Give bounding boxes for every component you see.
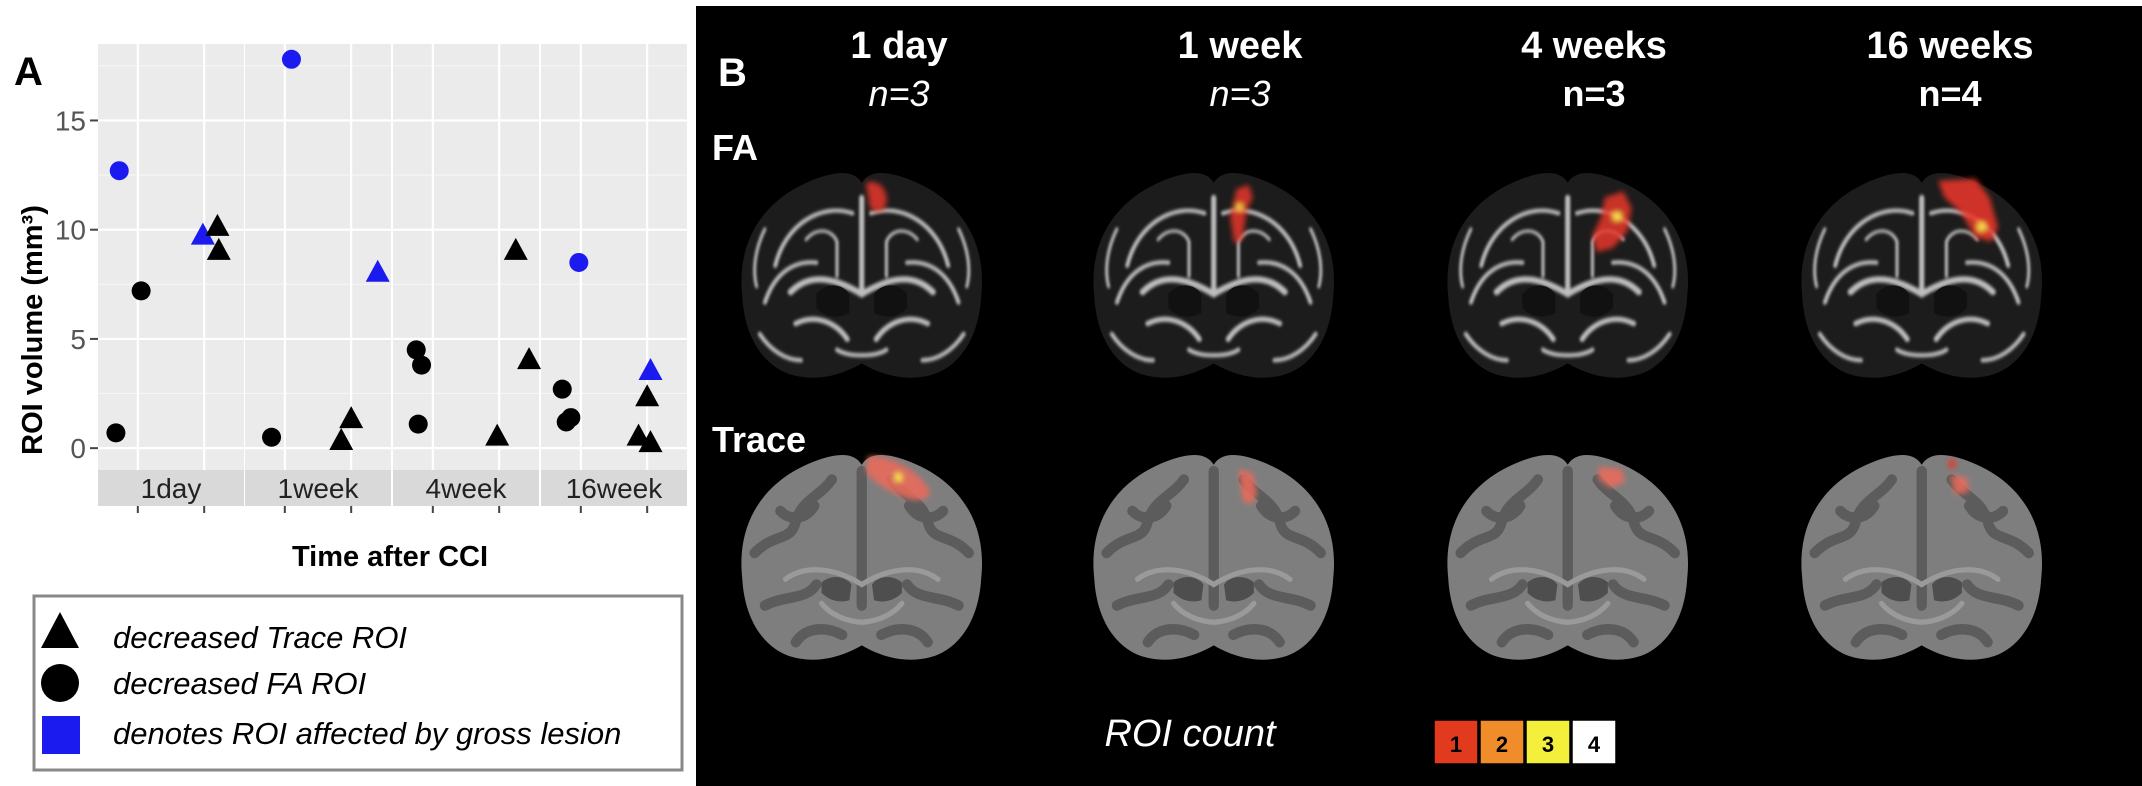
- column-header-1-week: 1 week n=3: [1178, 25, 1304, 114]
- row-label-fa: FA: [712, 127, 758, 168]
- trace-roi-point: [635, 384, 660, 407]
- trace-roi-point: [626, 423, 651, 446]
- column-n-4-weeks: n=3: [1562, 73, 1625, 114]
- trace-slice-1-day: [741, 455, 982, 660]
- column-title-1-day: 1 day: [850, 25, 947, 67]
- fa-slice-4-weeks: [1447, 173, 1688, 378]
- panel-b-figure: B 1 day n=3 1 week n=3 4 weeks n=3 16 we…: [712, 25, 2142, 765]
- fa-roi-point: [262, 427, 282, 447]
- y-tick-label: 10: [55, 215, 86, 246]
- fa-roi-point: [412, 355, 432, 375]
- y-tick-label: 5: [70, 324, 86, 355]
- fa-roi-point: [109, 161, 129, 181]
- y-tick-label: 0: [70, 433, 86, 464]
- fa-slice-16-weeks: [1801, 173, 2042, 378]
- trace-roi-point: [190, 222, 215, 245]
- fa-roi-point: [561, 408, 581, 428]
- trace-slice-16-weeks: [1801, 455, 2042, 660]
- roi-scale-value: 3: [1542, 732, 1554, 757]
- trace-roi-point: [638, 358, 663, 381]
- trace-overlay-1-day: [865, 456, 930, 501]
- fa-slice-1-day: [741, 173, 982, 378]
- legend-label-gross-lesion: denotes ROI affected by gross lesion: [113, 716, 621, 751]
- trace-roi-point: [503, 237, 528, 260]
- panel-b-background: [696, 6, 2142, 786]
- facet-strip-label: 1day: [141, 473, 202, 504]
- trace-roi-point: [517, 347, 542, 370]
- y-tick-label: 15: [55, 105, 86, 136]
- fa-roi-point: [406, 340, 426, 360]
- facet-strip-label: 16week: [566, 473, 664, 504]
- panel-b-label: B: [718, 51, 747, 95]
- fa-slice-1-week: [1093, 173, 1334, 378]
- column-title-16-weeks: 16 weeks: [1867, 25, 2034, 67]
- legend-triangle-icon: [41, 612, 79, 648]
- facet-strip-1day: [98, 470, 244, 506]
- facet-strip-1week: [245, 470, 391, 506]
- facet-strip-16week: [541, 470, 687, 506]
- fa-overlay-1-day: [865, 181, 887, 212]
- roi-scale-swatch-2: [1479, 719, 1525, 765]
- column-n-1-day: n=3: [868, 73, 929, 114]
- roi-scale-value: 4: [1588, 732, 1601, 757]
- roi-scale-swatch-4: [1571, 719, 1617, 765]
- legend-circle-icon: [41, 664, 79, 702]
- trace-roi-point: [206, 237, 231, 260]
- roi-scale-swatch-1: [1433, 719, 1479, 765]
- trace-roi-point: [329, 427, 354, 450]
- roi-count-scale: 1 2 3 4: [1433, 719, 1617, 765]
- trace-slice-1-week: [1093, 455, 1334, 660]
- trace-roi-point: [485, 423, 510, 446]
- column-header-4-weeks: 4 weeks n=3: [1521, 25, 1667, 114]
- facet-strip-label: 4week: [426, 473, 508, 504]
- trace-roi-point: [339, 406, 364, 429]
- legend-label-trace: decreased Trace ROI: [113, 620, 407, 655]
- panel-a-chart: A 1day 1week 4week 16week 0 5 10 15 ROI volume …: [14, 44, 687, 772]
- fa-roi-point: [131, 281, 151, 301]
- y-axis-label: ROI volume (mm³): [17, 205, 49, 455]
- legend-label-fa: decreased FA ROI: [113, 666, 367, 701]
- facet-strip-4week: [393, 470, 539, 506]
- column-title-4-weeks: 4 weeks: [1521, 25, 1667, 67]
- fa-overlay-1-week: [1230, 184, 1253, 244]
- legend-square-icon: [42, 716, 80, 754]
- facet-strip-label: 1week: [278, 473, 360, 504]
- facet-panel-1week: [245, 44, 391, 470]
- trace-roi-point: [205, 213, 230, 236]
- fa-roi-point: [281, 49, 301, 69]
- facet-panel-16week: [541, 44, 687, 470]
- trace-roi-point: [365, 259, 390, 282]
- trace-roi-point: [638, 430, 663, 453]
- column-n-16-weeks: n=4: [1918, 73, 1981, 114]
- legend-box: [32, 594, 684, 772]
- trace-slice-4-weeks: [1447, 455, 1688, 660]
- column-title-1-week: 1 week: [1178, 25, 1304, 67]
- column-header-1-day: 1 day n=3: [850, 25, 947, 114]
- fa-roi-point: [552, 379, 572, 399]
- column-n-1-week: n=3: [1209, 73, 1270, 114]
- roi-count-label: ROI count: [1104, 713, 1277, 755]
- legend: decreased Trace ROI decreased FA ROI den…: [32, 594, 684, 772]
- roi-scale-value: 2: [1496, 732, 1508, 757]
- fa-roi-point: [106, 423, 126, 443]
- column-header-16-weeks: 16 weeks n=4: [1867, 25, 2034, 114]
- row-label-trace: Trace: [712, 419, 806, 460]
- roi-scale-swatch-3: [1525, 719, 1571, 765]
- fa-overlay-16-weeks: [1938, 178, 1998, 242]
- trace-overlay-4-weeks: [1598, 466, 1626, 488]
- fa-overlay-4-weeks: [1592, 191, 1632, 253]
- x-axis-label: Time after CCI: [292, 541, 488, 573]
- trace-overlay-16-weeks: [1948, 458, 1970, 495]
- panel-a-label: A: [14, 50, 43, 94]
- roi-scale-value: 1: [1450, 732, 1462, 757]
- trace-overlay-1-week: [1238, 469, 1257, 505]
- plot-area: 1day 1week 4week 16week 0 5 10 15: [55, 44, 687, 513]
- fa-roi-point: [569, 252, 589, 272]
- fa-roi-point: [408, 414, 428, 434]
